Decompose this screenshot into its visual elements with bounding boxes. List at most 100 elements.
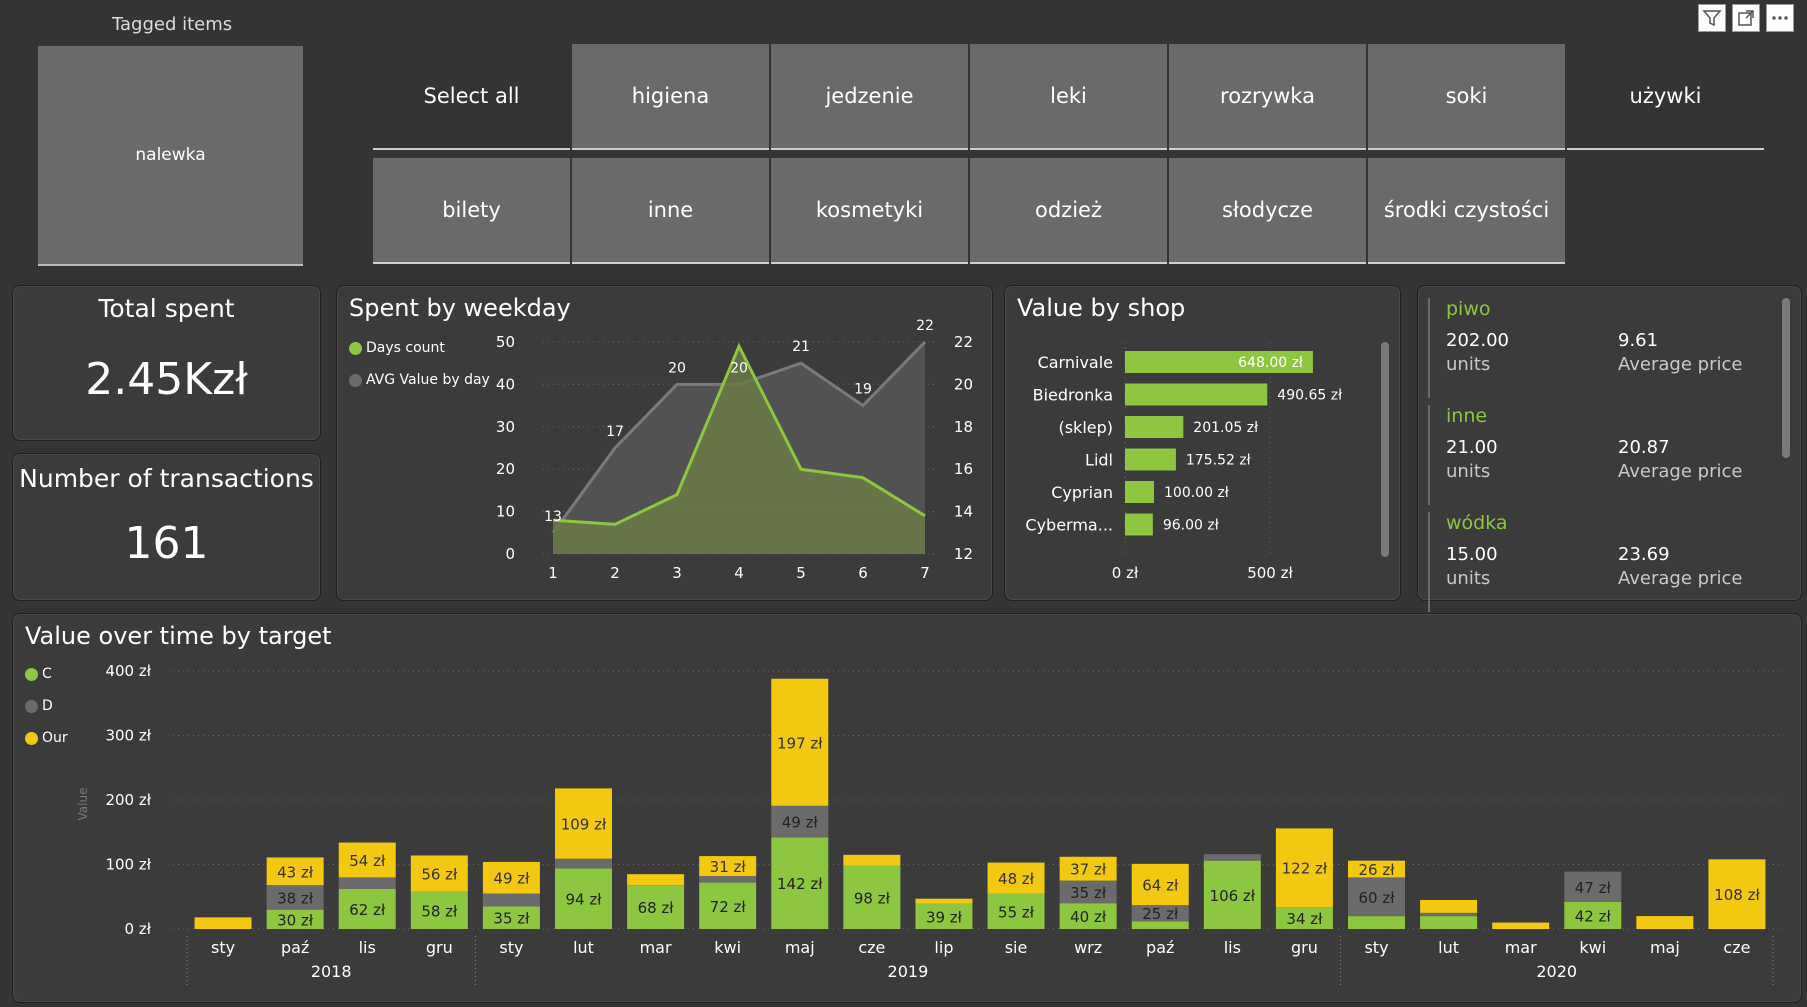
- timeline-bar-our[interactable]: [1420, 899, 1478, 913]
- timeline-bar-c[interactable]: [338, 889, 396, 929]
- timeline-bar-c[interactable]: [987, 893, 1045, 929]
- shop-scrollbar[interactable]: [1381, 342, 1389, 557]
- shop-bar-lidl[interactable]: [1125, 448, 1176, 471]
- shop-value-label: 175.52 zł: [1186, 453, 1251, 469]
- tag-jedzenie[interactable]: jedzenie: [771, 44, 968, 150]
- timeline-bar-our[interactable]: [1131, 863, 1189, 906]
- timeline-month-label: sty: [499, 938, 523, 957]
- timeline-bar-d[interactable]: [266, 885, 324, 910]
- timeline-bar-d[interactable]: [699, 876, 757, 883]
- timeline-bar-d[interactable]: [338, 877, 396, 890]
- timeline-bar-label: 106 zł: [1210, 887, 1256, 905]
- shop-bar-biedronka[interactable]: [1125, 383, 1268, 406]
- timeline-bar-label: 98 zł: [854, 889, 891, 907]
- timeline-bar-label: 142 zł: [777, 875, 823, 893]
- stat-units-value: 15.00: [1446, 544, 1498, 565]
- timeline-bar-c[interactable]: [410, 891, 468, 929]
- timeline-bar-c[interactable]: [1348, 916, 1405, 929]
- days-count-line: [552, 342, 926, 526]
- tag-używki[interactable]: używki: [1567, 44, 1764, 150]
- tag-bilety[interactable]: bilety: [373, 158, 570, 264]
- timeline-month-label: cze: [858, 938, 885, 957]
- timeline-bar-label: 54 zł: [349, 852, 386, 870]
- timeline-bar-our[interactable]: [410, 855, 468, 892]
- timeline-bar-our[interactable]: [987, 862, 1045, 894]
- timeline-bar-d[interactable]: [555, 858, 612, 869]
- timeline-bar-c[interactable]: [1131, 921, 1189, 929]
- timeline-bar-label: 197 zł: [777, 734, 823, 752]
- timeline-bar-our[interactable]: [843, 854, 901, 866]
- timeline-bar-our[interactable]: [699, 856, 757, 877]
- timeline-bar-our[interactable]: [266, 857, 324, 886]
- tag-select-all[interactable]: Select all: [373, 44, 570, 150]
- timeline-bar-our[interactable]: [338, 842, 396, 878]
- timeline-bar-our[interactable]: [1636, 916, 1694, 929]
- timeline-bar-c[interactable]: [1275, 907, 1333, 929]
- timeline-bar-label: 35 zł: [1070, 884, 1107, 902]
- timeline-bar-c[interactable]: [843, 865, 901, 929]
- timeline-bar-our[interactable]: [482, 861, 540, 894]
- tag-inne[interactable]: inne: [572, 158, 769, 264]
- timeline-bar-d[interactable]: [1059, 880, 1117, 904]
- timeline-bar-c[interactable]: [1059, 903, 1117, 929]
- timeline-month-label: maj: [1650, 938, 1680, 957]
- timeline-bar-d[interactable]: [1203, 854, 1261, 861]
- timeline-bar-our[interactable]: [771, 678, 829, 806]
- timeline-bar-our[interactable]: [915, 898, 973, 904]
- weekday-ytick-left: 50: [496, 333, 515, 351]
- tagged-item-nalewka[interactable]: nalewka: [38, 46, 303, 266]
- focus-mode-icon[interactable]: [1732, 4, 1760, 32]
- timeline-bar-our[interactable]: [1708, 859, 1766, 929]
- shop-value-label: 648.00 zł: [1238, 355, 1303, 371]
- timeline-bar-c[interactable]: [266, 909, 324, 929]
- tag-kosmetyki[interactable]: kosmetyki: [771, 158, 968, 264]
- timeline-bar-c[interactable]: [699, 882, 757, 929]
- legend-avg-value: AVG Value by day: [349, 372, 490, 388]
- more-options-icon[interactable]: [1766, 4, 1794, 32]
- tag-higiena[interactable]: higiena: [572, 44, 769, 150]
- timeline-bar-label: 49 zł: [493, 870, 530, 888]
- shop-category-lidl: Lidl: [1085, 451, 1113, 470]
- timeline-bar-our[interactable]: [1275, 828, 1333, 908]
- tag-odzież[interactable]: odzież: [970, 158, 1167, 264]
- timeline-bar-d[interactable]: [1348, 877, 1405, 917]
- timeline-bar-c[interactable]: [482, 906, 540, 929]
- shop-bar-sklep[interactable]: [1125, 416, 1184, 438]
- tag-środki-czystości[interactable]: środki czystości: [1368, 158, 1565, 264]
- tag-soki[interactable]: soki: [1368, 44, 1565, 150]
- timeline-bar-our[interactable]: [1348, 860, 1405, 878]
- timeline-bar-c[interactable]: [771, 837, 829, 929]
- timeline-bar-d[interactable]: [1131, 905, 1189, 922]
- transactions-label: Number of transactions: [19, 464, 314, 493]
- timeline-ytick: 200 zł: [105, 791, 151, 809]
- shop-bar-cyberma[interactable]: [1125, 513, 1153, 536]
- timeline-month-label: gru: [426, 938, 453, 957]
- filter-icon[interactable]: [1698, 4, 1726, 32]
- timeline-bar-c[interactable]: [1564, 901, 1622, 929]
- tag-rozrywka[interactable]: rozrywka: [1169, 44, 1366, 150]
- timeline-bar-label: 37 zł: [1070, 861, 1107, 879]
- timeline-bar-our[interactable]: [555, 788, 612, 859]
- tag-leki[interactable]: leki: [970, 44, 1167, 150]
- timeline-bar-label: 30 zł: [277, 911, 314, 929]
- timeline-bar-our[interactable]: [1492, 922, 1550, 929]
- tag-słodycze[interactable]: słodycze: [1169, 158, 1366, 264]
- timeline-bar-our[interactable]: [1059, 856, 1117, 881]
- shop-value-label: 96.00 zł: [1163, 518, 1219, 534]
- shop-category-cyberma: Cyberma...: [1025, 516, 1113, 535]
- timeline-bar-c[interactable]: [555, 868, 612, 929]
- timeline-bar-d[interactable]: [482, 893, 540, 907]
- stats-scrollbar[interactable]: [1782, 298, 1790, 458]
- timeline-bar-d[interactable]: [1564, 871, 1622, 902]
- shop-bar-carnivale[interactable]: [1125, 351, 1313, 373]
- shop-bar-cyprian[interactable]: [1125, 481, 1154, 503]
- timeline-bar-our[interactable]: [194, 917, 252, 929]
- timeline-bar-c[interactable]: [627, 885, 685, 929]
- timeline-bar-our[interactable]: [627, 874, 685, 886]
- timeline-bar-c[interactable]: [1203, 860, 1261, 929]
- timeline-bar-d[interactable]: [771, 805, 829, 838]
- timeline-bar-c[interactable]: [1420, 916, 1478, 929]
- timeline-bar-label: 35 zł: [493, 910, 530, 928]
- timeline-bar-c[interactable]: [915, 903, 973, 929]
- timeline-bar-d[interactable]: [1420, 912, 1478, 917]
